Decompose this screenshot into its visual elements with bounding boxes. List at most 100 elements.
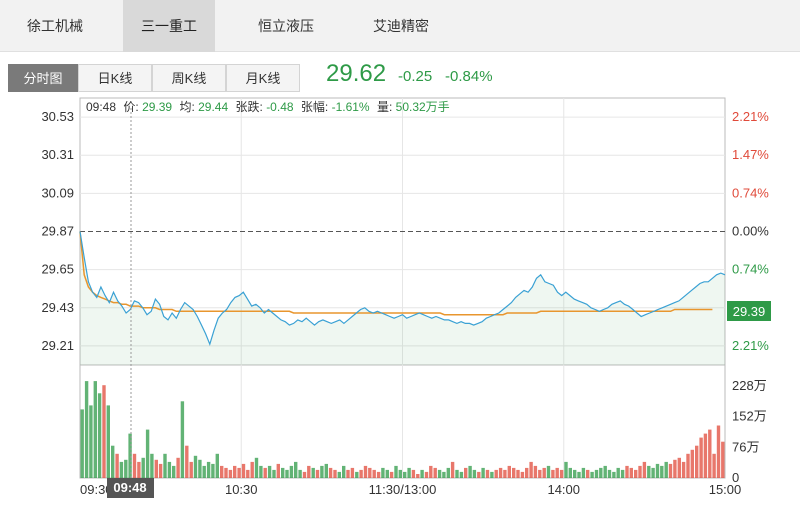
volume-bar — [512, 467, 516, 478]
volume-bar — [93, 381, 97, 478]
volume-bar — [315, 469, 320, 478]
volume-tick-label: 76万 — [732, 439, 759, 454]
volume-bar — [158, 463, 163, 478]
y-tick-label: 29.21 — [41, 338, 74, 353]
volume-bar — [503, 469, 507, 478]
volume-bar — [625, 465, 629, 478]
info-vol-label: 量: — [377, 100, 392, 114]
stock-tab-sany[interactable]: 三一重工 — [123, 0, 215, 52]
volume-bar — [551, 469, 555, 478]
volume-bar — [355, 471, 359, 478]
volume-bar — [189, 461, 193, 478]
volume-bar — [690, 449, 694, 479]
volume-bar — [154, 459, 158, 478]
cursor-time-label-bg — [107, 478, 154, 498]
volume-bar — [699, 437, 703, 478]
volume-bar — [620, 469, 625, 478]
volume-bar — [141, 457, 145, 478]
volume-bar — [263, 467, 267, 478]
volume-bar — [346, 469, 350, 478]
volume-bar — [429, 465, 433, 478]
volume-bar — [106, 405, 110, 478]
volume-bar — [180, 401, 185, 478]
volume-bar — [294, 461, 298, 478]
volume-bar — [132, 453, 137, 478]
volume-bar — [708, 429, 712, 478]
info-avg-label: 均: — [179, 100, 194, 114]
volume-bar — [538, 469, 542, 478]
intraday-chart[interactable]: 30.53 2.21% 30.31 1.47% 30.09 0.74% 29.87 0.00%… — [0, 92, 800, 515]
volume-bar — [716, 425, 721, 478]
volume-bar — [124, 459, 128, 478]
volume-bar — [577, 471, 581, 478]
volume-bar — [233, 465, 237, 478]
volume-bar — [686, 453, 690, 478]
volume-bar — [573, 469, 577, 478]
volume-bar — [267, 465, 272, 478]
volume-bar — [433, 467, 437, 478]
volume-tick-label: 0 — [732, 470, 739, 485]
volume-bar — [407, 467, 411, 478]
stock-tab-xcmg[interactable]: 徐工机械 — [27, 18, 83, 34]
volume-bar — [477, 471, 481, 478]
volume-bar — [603, 465, 607, 478]
volume-bar — [599, 467, 603, 478]
period-tab-intraday[interactable]: 分时图 — [8, 64, 78, 92]
volume-bar — [673, 459, 677, 478]
volume-bar — [437, 469, 442, 478]
info-time: 09:48 — [86, 100, 116, 114]
x-tick-label: 15:00 — [709, 482, 742, 497]
volume-bar — [677, 457, 681, 478]
y-tick-pct-label: 2.21% — [732, 338, 769, 353]
volume-bar — [206, 461, 211, 478]
y-tick-pct-label: 0.74% — [732, 185, 769, 200]
volume-bar — [259, 465, 263, 478]
volume-bar — [612, 471, 616, 478]
volume-bar — [498, 467, 503, 478]
volume-bar — [660, 465, 664, 478]
volume-bar — [455, 469, 459, 478]
volume-bar — [607, 469, 612, 478]
volume-bar — [629, 467, 633, 478]
volume-bar — [442, 471, 446, 478]
y-tick-label: 29.87 — [41, 224, 74, 239]
volume-bar — [481, 467, 485, 478]
volume-bar — [651, 467, 655, 478]
volume-bar — [520, 471, 525, 478]
volume-bar — [228, 469, 233, 478]
volume-bar — [250, 461, 254, 478]
volume-bar — [507, 465, 511, 478]
y-tick-label: 30.31 — [41, 147, 74, 162]
volume-bar — [272, 469, 276, 478]
volume-bar — [450, 461, 455, 478]
volume-bar — [668, 463, 673, 478]
volume-bar — [102, 385, 106, 478]
volume-bars — [80, 381, 725, 479]
stock-tab-aidi[interactable]: 艾迪精密 — [373, 18, 429, 34]
volume-bar — [285, 469, 289, 478]
price-area — [80, 231, 725, 365]
volume-bar — [163, 453, 167, 478]
x-tick-label: 14:00 — [547, 482, 580, 497]
volume-bar — [137, 461, 141, 478]
volume-tick-label: 152万 — [732, 409, 767, 424]
volume-bar — [372, 469, 376, 478]
volume-bar — [111, 445, 115, 478]
volume-bar — [655, 463, 660, 478]
volume-bar — [119, 461, 124, 478]
volume-bar — [381, 467, 385, 478]
volume-bar — [320, 465, 324, 478]
volume-bar — [115, 453, 119, 478]
period-tab-monthly[interactable]: 月K线 — [226, 64, 300, 92]
y-tick-label: 30.09 — [41, 185, 74, 200]
volume-bar — [150, 453, 154, 478]
period-tab-daily[interactable]: 日K线 — [78, 64, 152, 92]
volume-bar — [590, 471, 594, 478]
stock-tab-hengli[interactable]: 恒立液压 — [258, 18, 314, 34]
info-bar: 09:48 价: 29.39 均: 29.44 张跌: -0.48 张幅: -1… — [86, 99, 450, 114]
volume-bar — [529, 461, 533, 478]
volume-bar — [376, 471, 381, 478]
period-tab-weekly[interactable]: 周K线 — [152, 64, 226, 92]
volume-bar — [494, 469, 498, 478]
volume-bar — [298, 469, 302, 478]
